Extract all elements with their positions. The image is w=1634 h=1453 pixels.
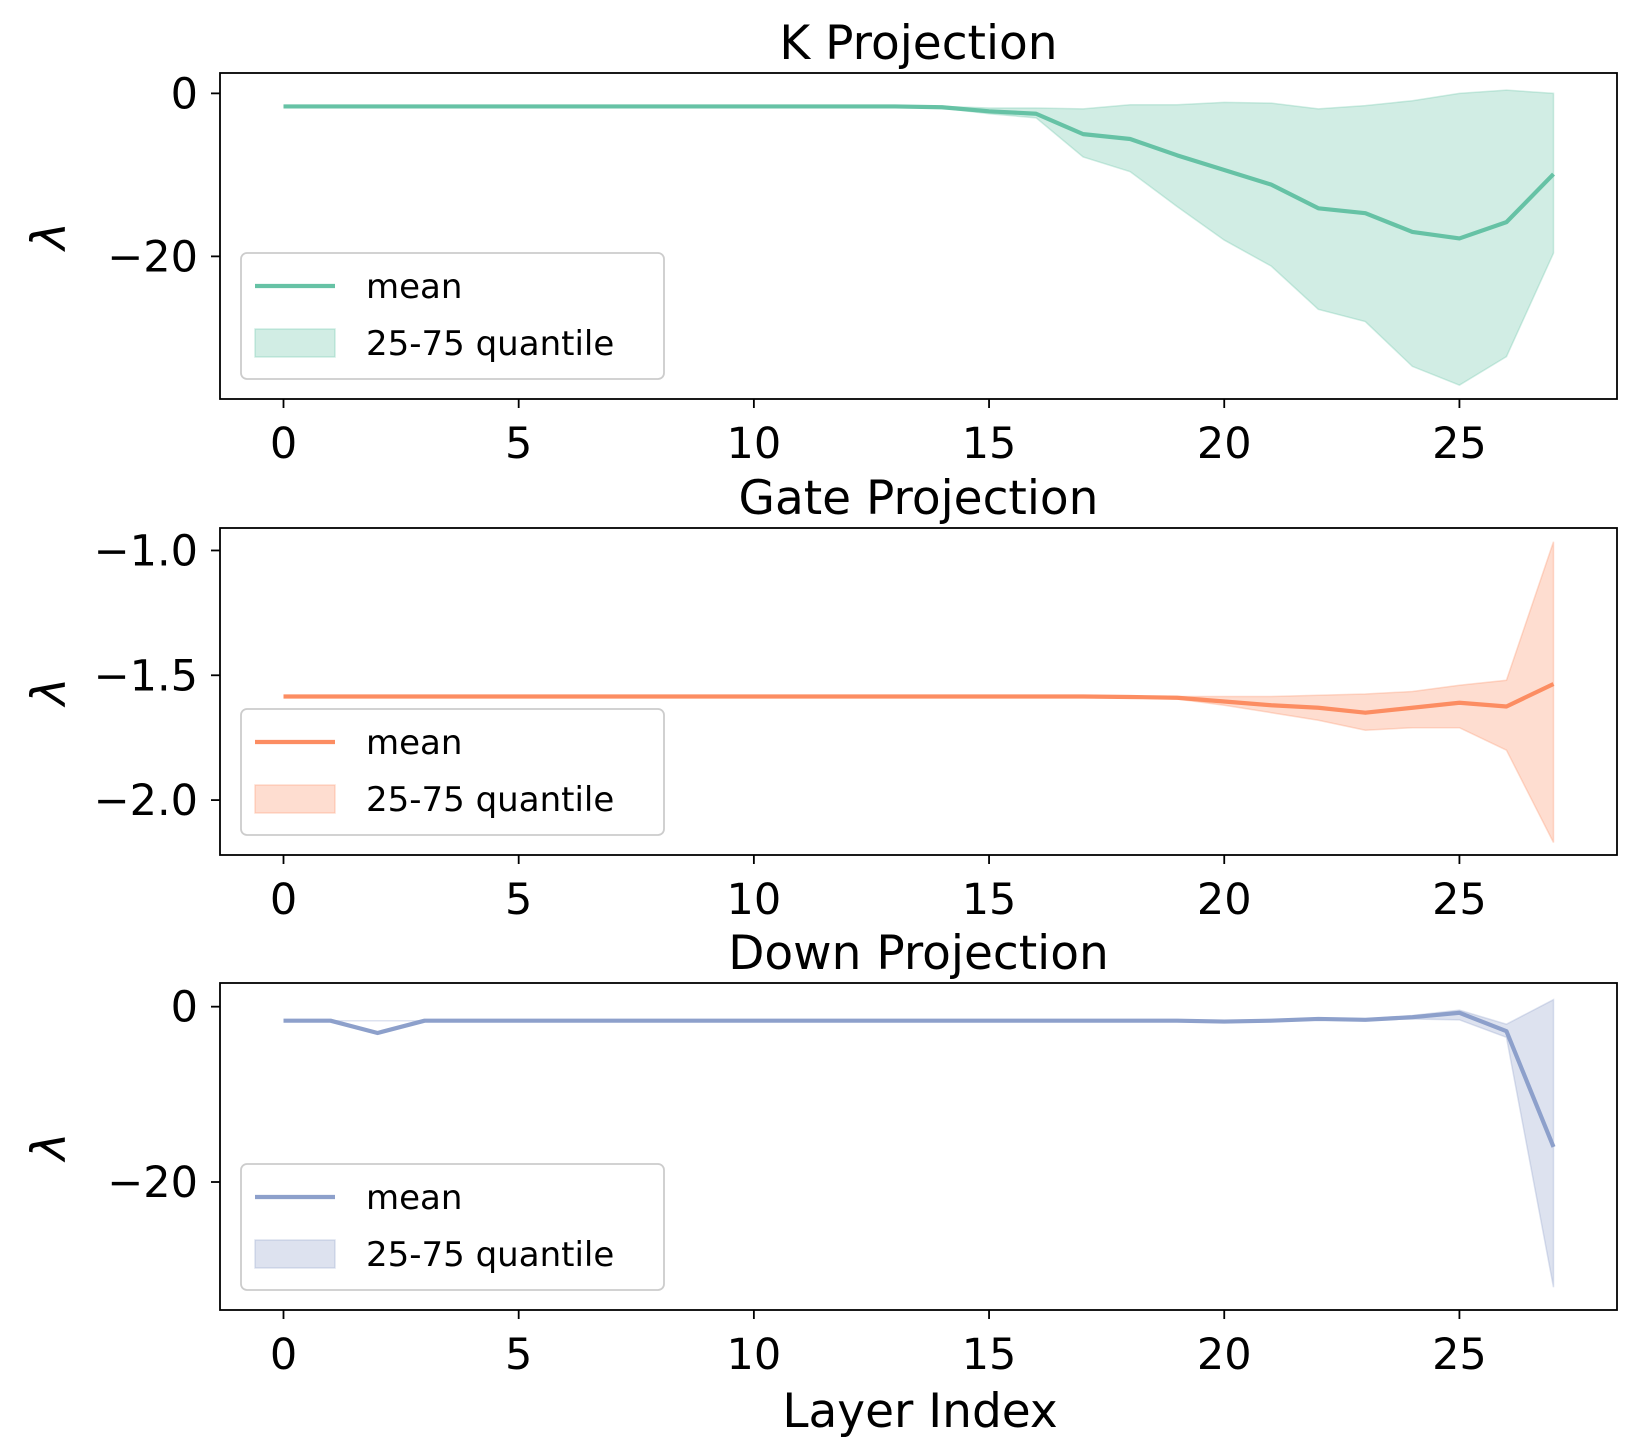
legend-band-label: 25-75 quantile <box>366 324 614 364</box>
legend: mean 25-75 quantile <box>240 708 665 836</box>
y-axis-label: λ <box>22 222 77 253</box>
x-tick-label: 15 <box>962 1330 1017 1380</box>
y-tick-label: −2.0 <box>94 776 198 826</box>
x-tick-label: 10 <box>727 419 782 469</box>
x-tick-label: 25 <box>1432 875 1487 925</box>
panel-k-projection: K Projection 0 5 10 15 20 25 0 −20 λ mean 25-75 qua… <box>22 16 1618 469</box>
y-tick-label: 0 <box>171 983 198 1033</box>
x-tick-label: 20 <box>1197 875 1252 925</box>
legend-band-label: 25-75 quantile <box>366 1235 614 1275</box>
axes-frame <box>219 72 1618 400</box>
legend-band-swatch <box>254 1239 336 1269</box>
chart-title: Gate Projection <box>739 471 1099 526</box>
y-axis-label: λ <box>22 678 77 709</box>
x-tick-label: 0 <box>270 875 297 925</box>
legend-mean-label: mean <box>366 267 462 307</box>
y-tick-label: −20 <box>107 232 198 282</box>
mean-line <box>283 1010 1556 1148</box>
y-tick-label: −1.5 <box>94 651 198 701</box>
x-tick-label: 5 <box>505 1330 532 1380</box>
x-tick-label: 0 <box>270 1330 297 1380</box>
x-tick-label: 5 <box>505 419 532 469</box>
legend-mean-label: mean <box>366 1178 462 1218</box>
y-axis-label: λ <box>22 1133 77 1164</box>
x-tick-label: 10 <box>727 875 782 925</box>
x-tick-label: 25 <box>1432 419 1487 469</box>
chart-title: Down Projection <box>728 926 1109 981</box>
x-tick-label: 15 <box>962 875 1017 925</box>
y-tick-label: −1.0 <box>94 526 198 576</box>
axes-frame <box>219 982 1618 1311</box>
legend-mean-label: mean <box>366 723 462 763</box>
x-tick-label: 20 <box>1197 419 1252 469</box>
y-tick-label: 0 <box>171 69 198 119</box>
legend-band-label: 25-75 quantile <box>366 780 614 820</box>
mean-line <box>283 104 1556 241</box>
legend-box <box>240 252 665 380</box>
x-axis-label: Layer Index <box>782 1384 1057 1439</box>
legend: mean 25-75 quantile <box>240 252 665 380</box>
legend-box <box>240 1163 665 1291</box>
legend-band-swatch <box>254 328 336 358</box>
x-tick-label: 10 <box>727 1330 782 1380</box>
y-tick-label: −20 <box>107 1158 198 1208</box>
axes-frame <box>219 527 1618 856</box>
x-tick-label: 15 <box>962 419 1017 469</box>
panel-gate-projection: Gate Projection 0 5 10 15 20 25 −1.0 −1.5 −2.0 λ me… <box>22 471 1618 925</box>
legend-box <box>240 708 665 836</box>
x-tick-label: 5 <box>505 875 532 925</box>
chart-title: K Projection <box>779 16 1057 71</box>
mean-line <box>283 682 1555 715</box>
x-tick-label: 25 <box>1432 1330 1487 1380</box>
panel-down-projection: Down Projection 0 5 10 15 20 25 0 −20 λ mean 25-75 … <box>22 926 1618 1380</box>
x-tick-label: 20 <box>1197 1330 1252 1380</box>
x-tick-label: 0 <box>270 419 297 469</box>
legend: mean 25-75 quantile <box>240 1163 665 1291</box>
legend-band-swatch <box>254 784 336 814</box>
